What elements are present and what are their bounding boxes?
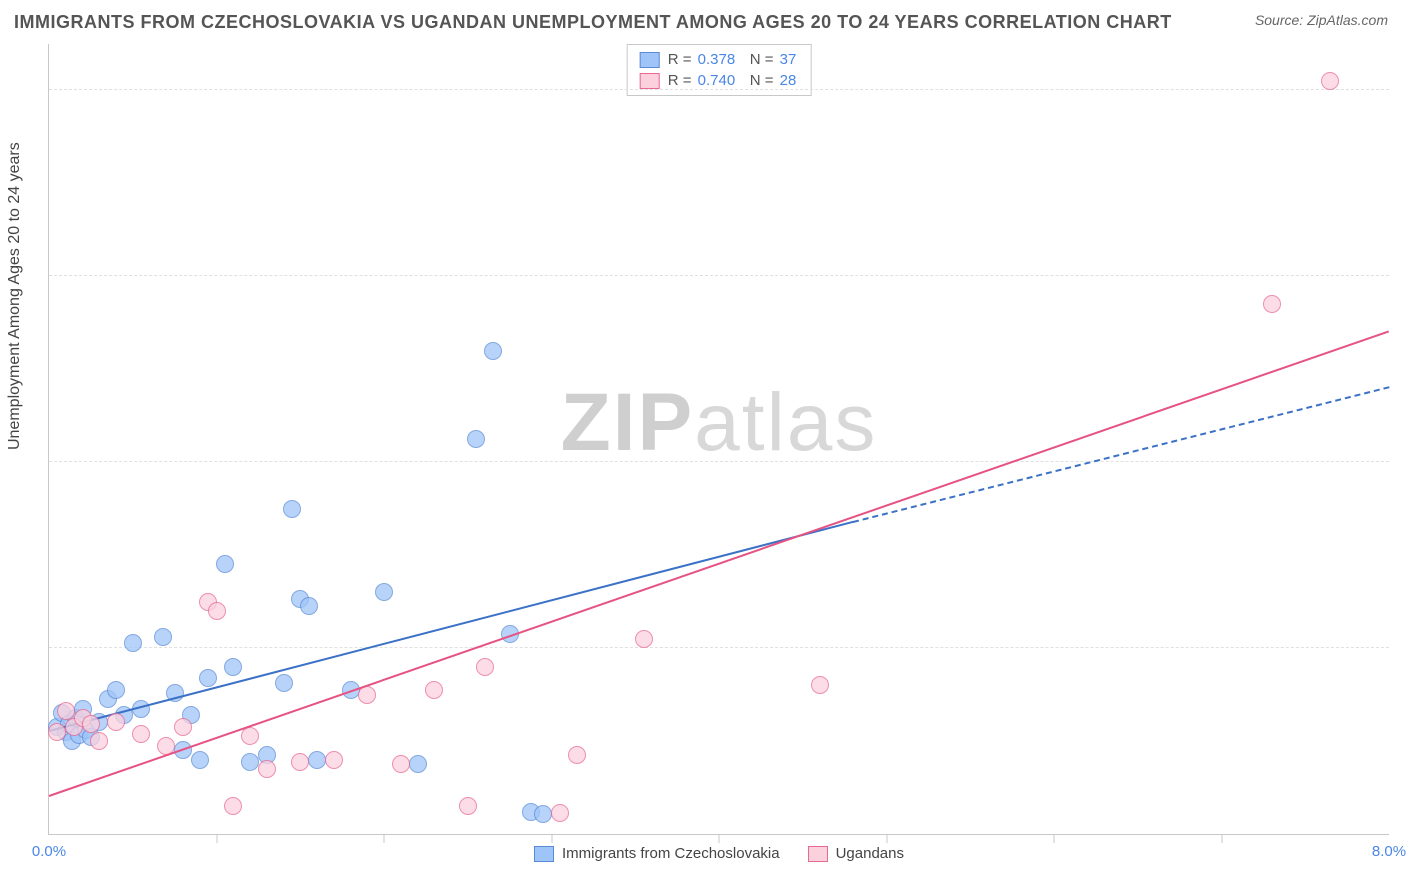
- scatter-point: [216, 555, 234, 573]
- series-legend: Immigrants from Czechoslovakia Ugandans: [49, 845, 1389, 862]
- scatter-point: [90, 732, 108, 750]
- scatter-point: [308, 751, 326, 769]
- scatter-point: [48, 723, 66, 741]
- y-tick-label: 60.0%: [1397, 251, 1406, 268]
- series-legend-label-1: Ugandans: [836, 845, 904, 862]
- x-tick-label: 0.0%: [32, 843, 66, 860]
- scatter-point: [191, 751, 209, 769]
- scatter-point: [300, 597, 318, 615]
- scatter-point: [107, 713, 125, 731]
- scatter-point: [275, 674, 293, 692]
- x-tick-minor: [1221, 835, 1222, 843]
- scatter-point: [241, 727, 259, 745]
- legend-text-series-0: R = 0.378 N = 37: [668, 51, 799, 68]
- y-axis-label: Unemployment Among Ages 20 to 24 years: [6, 142, 24, 450]
- scatter-point: [459, 797, 477, 815]
- scatter-point: [476, 658, 494, 676]
- scatter-point: [283, 500, 301, 518]
- x-tick-minor: [886, 835, 887, 843]
- scatter-point: [291, 753, 309, 771]
- gridline: [49, 461, 1389, 462]
- y-tick-label: 80.0%: [1397, 65, 1406, 82]
- series-legend-label-0: Immigrants from Czechoslovakia: [562, 845, 780, 862]
- x-tick-minor: [719, 835, 720, 843]
- series-legend-item-0: Immigrants from Czechoslovakia: [534, 845, 780, 862]
- scatter-point: [124, 634, 142, 652]
- scatter-point: [154, 628, 172, 646]
- scatter-point: [425, 681, 443, 699]
- scatter-point: [1321, 72, 1339, 90]
- series-legend-item-1: Ugandans: [808, 845, 904, 862]
- trend-line: [49, 521, 854, 732]
- legend-text-series-1: R = 0.740 N = 28: [668, 72, 799, 89]
- legend-row-series-1: R = 0.740 N = 28: [640, 70, 799, 91]
- scatter-point: [568, 746, 586, 764]
- series-legend-swatch-0: [534, 846, 554, 862]
- scatter-point: [107, 681, 125, 699]
- scatter-point: [375, 583, 393, 601]
- correlation-legend: R = 0.378 N = 37 R = 0.740 N = 28: [627, 44, 812, 96]
- scatter-point: [551, 804, 569, 822]
- chart-page: IMMIGRANTS FROM CZECHOSLOVAKIA VS UGANDA…: [0, 0, 1406, 892]
- x-tick-minor: [216, 835, 217, 843]
- scatter-point: [241, 753, 259, 771]
- y-tick-label: 20.0%: [1397, 623, 1406, 640]
- series-legend-swatch-1: [808, 846, 828, 862]
- scatter-point: [811, 676, 829, 694]
- scatter-point: [484, 342, 502, 360]
- watermark-atlas: atlas: [694, 377, 877, 468]
- trend-line: [49, 330, 1390, 797]
- scatter-point: [409, 755, 427, 773]
- gridline: [49, 89, 1389, 90]
- scatter-point: [82, 715, 100, 733]
- scatter-point: [635, 630, 653, 648]
- plot-area: ZIPatlas R = 0.378 N = 37 R = 0.740 N =: [48, 44, 1389, 835]
- scatter-point: [392, 755, 410, 773]
- trend-line-extrapolated: [853, 386, 1389, 523]
- legend-row-series-0: R = 0.378 N = 37: [640, 49, 799, 70]
- x-tick-label: 8.0%: [1372, 843, 1406, 860]
- watermark-zip: ZIP: [561, 377, 695, 468]
- watermark: ZIPatlas: [561, 376, 878, 470]
- x-tick-minor: [1054, 835, 1055, 843]
- scatter-point: [467, 430, 485, 448]
- scatter-point: [534, 805, 552, 823]
- y-tick-label: 40.0%: [1397, 437, 1406, 454]
- scatter-point: [132, 725, 150, 743]
- scatter-point: [258, 760, 276, 778]
- scatter-point: [224, 797, 242, 815]
- scatter-point: [224, 658, 242, 676]
- x-tick-minor: [551, 835, 552, 843]
- scatter-point: [174, 718, 192, 736]
- x-tick-minor: [384, 835, 385, 843]
- chart-title: IMMIGRANTS FROM CZECHOSLOVAKIA VS UGANDA…: [14, 12, 1172, 33]
- scatter-point: [199, 669, 217, 687]
- scatter-point: [325, 751, 343, 769]
- gridline: [49, 647, 1389, 648]
- gridline: [49, 275, 1389, 276]
- legend-swatch-series-1: [640, 73, 660, 89]
- source-label: Source: ZipAtlas.com: [1255, 12, 1388, 28]
- legend-swatch-series-0: [640, 52, 660, 68]
- scatter-point: [1263, 295, 1281, 313]
- scatter-point: [208, 602, 226, 620]
